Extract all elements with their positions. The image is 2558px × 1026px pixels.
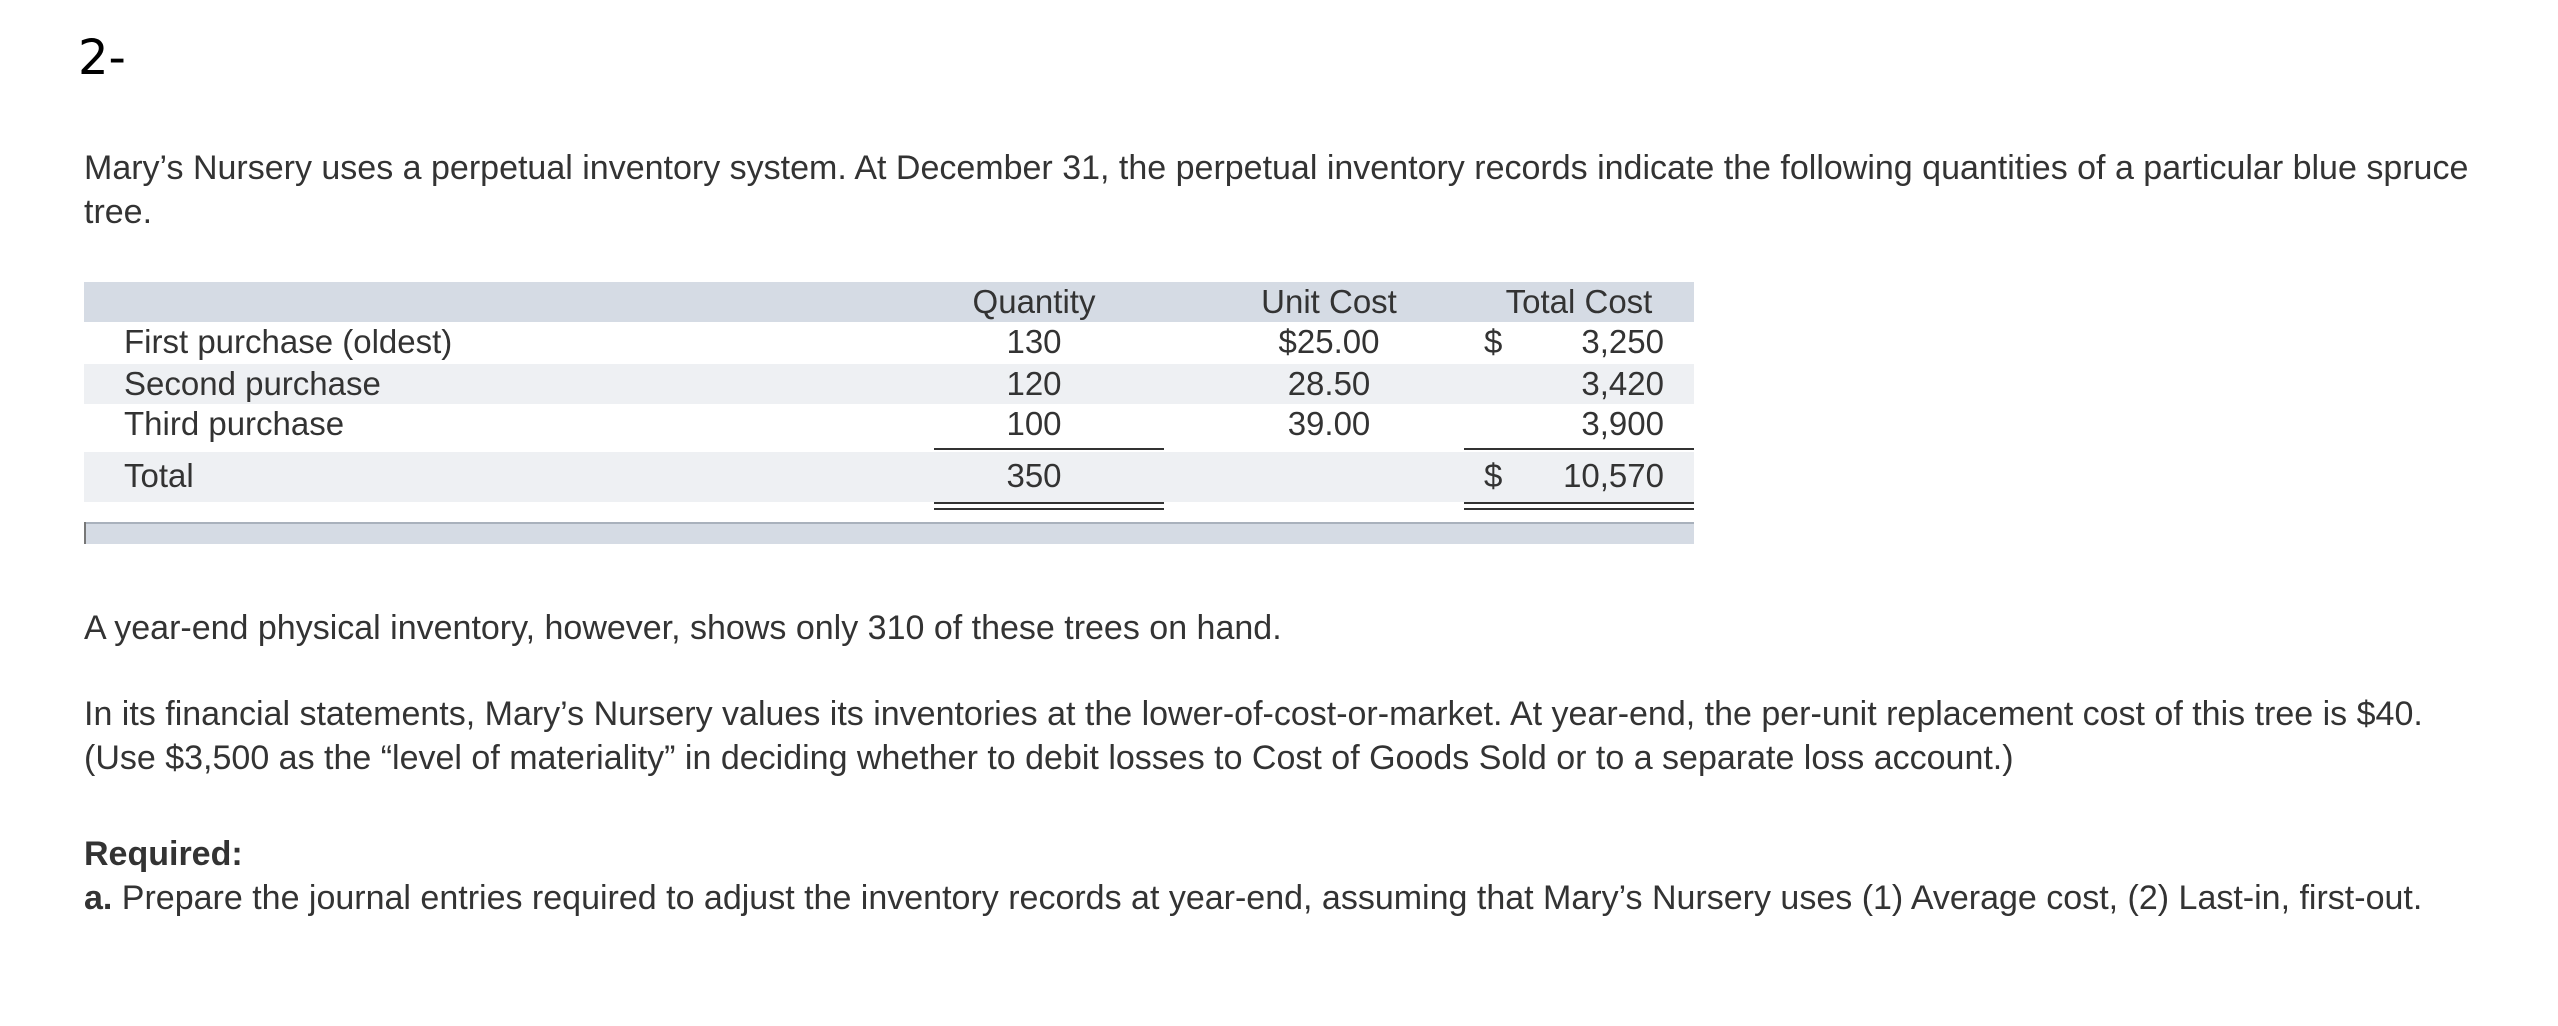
row-label: First purchase (oldest) xyxy=(124,323,453,360)
total-subtotal-rule xyxy=(1464,448,1694,450)
part-a-label: a. xyxy=(84,879,113,917)
problem-number: 2- xyxy=(78,30,126,86)
total-double-rule xyxy=(1464,502,1694,510)
row-total-cost: 3,250 xyxy=(1581,323,1664,360)
quantity-subtotal-rule xyxy=(934,448,1164,450)
header-unit-cost: Unit Cost xyxy=(1261,283,1397,320)
header-total-cost: Total Cost xyxy=(1505,283,1653,320)
lcm-paragraph: In its financial statements, Mary’s Nurs… xyxy=(84,695,2423,777)
row-total-symbol: $ xyxy=(1484,323,1503,360)
row-quantity: 120 xyxy=(1006,365,1062,402)
required-title: Required: xyxy=(84,835,243,873)
table-total-band xyxy=(84,452,1694,502)
row-quantity: 130 xyxy=(1006,323,1062,360)
row-total-cost: 3,900 xyxy=(1581,405,1664,442)
required-section: Required: a. Prepare the journal entries… xyxy=(84,832,2504,920)
row-unit-cost: 28.50 xyxy=(1287,365,1371,402)
intro-paragraph: Mary’s Nursery uses a perpetual inventor… xyxy=(84,149,2469,231)
table-footer-tick xyxy=(84,522,86,544)
table-row-band xyxy=(84,364,1694,404)
total-quantity: 350 xyxy=(1006,457,1062,494)
total-row-label: Total xyxy=(124,457,194,494)
total-symbol: $ xyxy=(1484,457,1503,494)
physical-count-paragraph: A year-end physical inventory, however, … xyxy=(84,609,1282,647)
header-quantity: Quantity xyxy=(972,283,1096,320)
part-a-text: Prepare the journal entries required to … xyxy=(112,879,2423,917)
row-unit-cost: $25.00 xyxy=(1278,323,1380,360)
row-label: Third purchase xyxy=(124,405,345,442)
table-header-band xyxy=(84,282,1694,322)
total-cost-value: 10,570 xyxy=(1563,457,1664,494)
row-total-cost: 3,420 xyxy=(1581,365,1664,402)
quantity-double-rule xyxy=(934,502,1164,510)
row-label: Second purchase xyxy=(124,365,381,402)
row-quantity: 100 xyxy=(1006,405,1062,442)
row-unit-cost: 39.00 xyxy=(1287,405,1371,442)
table-footer-bar xyxy=(84,522,1694,544)
